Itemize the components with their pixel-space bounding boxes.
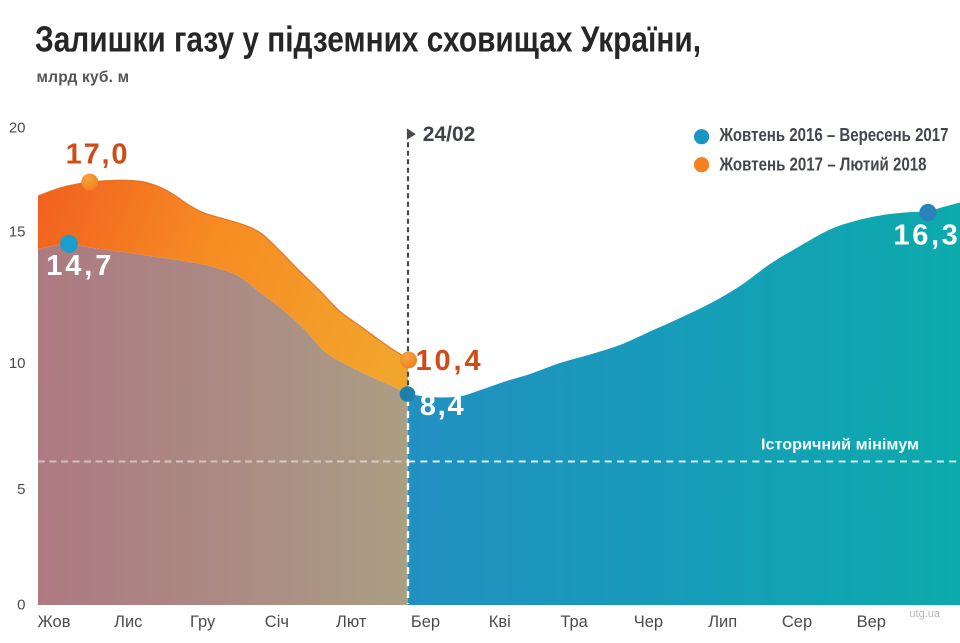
svg-text:utg.ua: utg.ua: [909, 608, 940, 620]
svg-text:Жовтень 2016 – Вересень 2017: Жовтень 2016 – Вересень 2017: [719, 125, 949, 145]
svg-text:Лис: Лис: [114, 613, 142, 631]
svg-text:14,7: 14,7: [46, 250, 114, 282]
svg-text:0: 0: [17, 597, 25, 614]
svg-text:млрд куб. м: млрд куб. м: [37, 69, 130, 86]
svg-text:24/02: 24/02: [423, 123, 476, 146]
svg-text:Бер: Бер: [411, 613, 440, 631]
svg-text:15: 15: [9, 223, 26, 240]
svg-text:Історичний мінімум: Історичний мінімум: [761, 437, 919, 454]
svg-text:8,4: 8,4: [420, 390, 466, 422]
svg-text:Гру: Гру: [190, 613, 216, 631]
svg-text:Залишки газу у підземних схови: Залишки газу у підземних сховищах Україн…: [35, 19, 701, 60]
svg-text:17,0: 17,0: [66, 139, 130, 171]
svg-text:Лип: Лип: [708, 613, 737, 631]
svg-text:Сер: Сер: [782, 613, 812, 631]
svg-text:Тра: Тра: [560, 613, 588, 631]
svg-text:Кві: Кві: [489, 613, 511, 631]
svg-text:16,3: 16,3: [894, 220, 960, 252]
svg-text:20: 20: [9, 120, 26, 137]
svg-text:Вер: Вер: [857, 613, 886, 631]
svg-text:Січ: Січ: [265, 613, 289, 631]
svg-text:Чер: Чер: [634, 613, 663, 631]
svg-text:Лют: Лют: [336, 613, 367, 631]
svg-text:Жовтень 2017 – Лютий 2018: Жовтень 2017 – Лютий 2018: [719, 155, 927, 175]
svg-text:10: 10: [9, 355, 26, 372]
svg-text:10,4: 10,4: [416, 345, 484, 377]
svg-text:Жов: Жов: [38, 613, 71, 631]
svg-text:5: 5: [17, 481, 25, 498]
